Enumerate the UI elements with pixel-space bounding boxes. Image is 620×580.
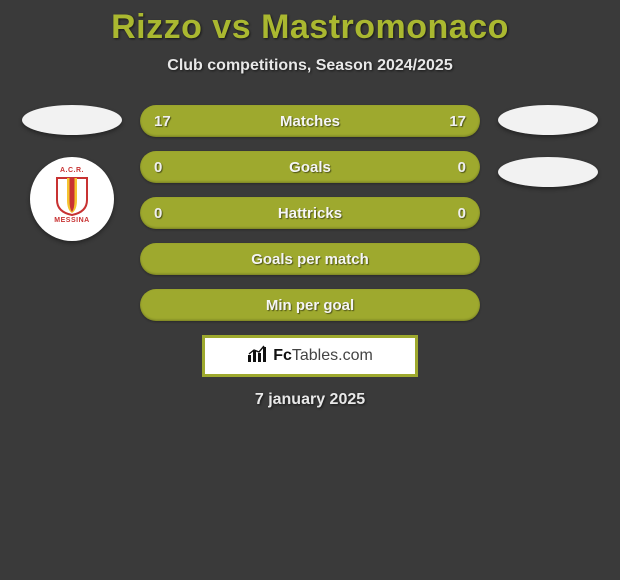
stat-label: Goals [289, 159, 331, 176]
report-date: 7 january 2025 [0, 391, 620, 409]
stat-right-value: 17 [442, 113, 466, 130]
stats-column: 17 Matches 17 0 Goals 0 0 Hattricks 0 Go… [140, 105, 480, 321]
club-badge-placeholder-right [498, 157, 598, 187]
stat-row-min-per-goal: Min per goal [140, 289, 480, 321]
stat-row-hattricks: 0 Hattricks 0 [140, 197, 480, 229]
bars-icon [247, 345, 269, 368]
stat-left-value: 0 [154, 159, 178, 176]
comparison-card: Rizzo vs Mastromonaco Club competitions,… [0, 0, 620, 409]
stat-label: Matches [280, 113, 340, 130]
page-title: Rizzo vs Mastromonaco [0, 8, 620, 47]
left-column: A.C.R. MESSINA [22, 105, 122, 241]
stat-label: Hattricks [278, 205, 342, 222]
shield-icon [55, 176, 89, 216]
stat-label: Min per goal [266, 297, 354, 314]
stat-left-value: 0 [154, 205, 178, 222]
player-photo-placeholder-right [498, 105, 598, 135]
stat-row-goals: 0 Goals 0 [140, 151, 480, 183]
stat-row-matches: 17 Matches 17 [140, 105, 480, 137]
stat-right-value: 0 [442, 159, 466, 176]
brand-suffix: Tables.com [292, 347, 373, 364]
right-column [498, 105, 598, 187]
badge-bottom-text: MESSINA [54, 217, 89, 224]
brand-prefix: Fc [273, 347, 292, 364]
player-photo-placeholder-left [22, 105, 122, 135]
page-subtitle: Club competitions, Season 2024/2025 [0, 57, 620, 75]
brand-logo-box[interactable]: FcTables.com [202, 335, 418, 377]
stat-right-value: 0 [442, 205, 466, 222]
club-badge-left: A.C.R. MESSINA [30, 157, 114, 241]
stat-label: Goals per match [251, 251, 369, 268]
stat-left-value: 17 [154, 113, 178, 130]
stat-row-goals-per-match: Goals per match [140, 243, 480, 275]
layout-row: A.C.R. MESSINA 17 Matches 17 [0, 105, 620, 321]
brand-text: FcTables.com [273, 347, 373, 365]
badge-top-text: A.C.R. [60, 167, 84, 174]
